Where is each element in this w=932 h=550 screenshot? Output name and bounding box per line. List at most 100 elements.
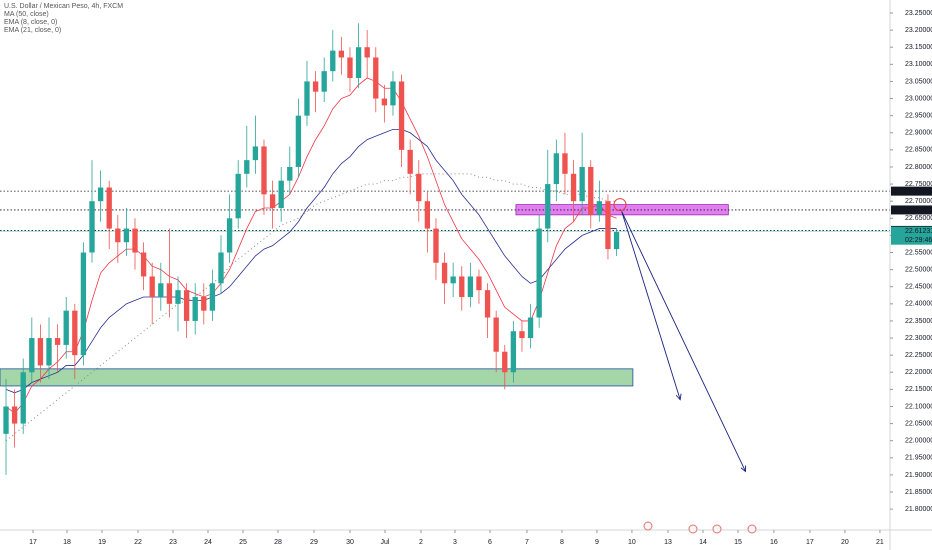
candle-body [321,71,327,92]
y-tick-label: 22.10000 [905,403,932,410]
x-tick-label: 9 [595,539,599,546]
y-tick-label: 22.25000 [905,352,932,359]
candle-body [347,57,353,79]
candle-body [149,276,155,297]
event-icon[interactable] [747,524,757,534]
candle-body [175,290,181,304]
candle-body [364,47,370,58]
x-tick-label: 16 [770,539,778,546]
y-tick-label: 21.80000 [905,506,932,513]
x-tick-label: 13 [664,539,672,546]
candle-body [416,173,422,202]
candle-body [562,153,568,174]
y-tick-label: 23.25000 [905,10,932,17]
event-icon[interactable] [643,521,653,531]
candle-body [54,338,61,345]
candle-body [166,283,173,304]
candle-body [467,276,474,297]
candle-body [493,317,499,352]
last-price-label: 22.61231 [905,228,932,235]
y-tick-label: 22.40000 [905,301,932,308]
x-tick-label: 15 [734,539,742,546]
price-label: 22.67439 [905,207,932,214]
zone [0,368,634,387]
x-tick-label: 19 [98,539,106,546]
event-icons [643,521,757,534]
y-tick-label: 22.20000 [905,369,932,376]
x-tick-label: 3 [453,539,457,546]
y-tick-label: 23.20000 [905,27,932,34]
candle-body [252,146,259,161]
candle-body [588,166,594,215]
candle-body [407,149,413,174]
candle-body [97,187,104,202]
y-tick-label: 22.65000 [905,215,932,222]
y-tick-label: 22.05000 [905,420,932,427]
candle-body [450,276,456,284]
candle-body [510,331,517,373]
x-tick-label: 18 [63,539,71,546]
candle-body [502,351,508,373]
indicator-line [5,77,617,414]
candle-body [123,228,130,243]
x-tick-label: 10 [628,539,636,546]
y-tick-label: 21.90000 [905,472,932,479]
candle-body [140,252,147,277]
candle-body [209,283,216,311]
candle-body [613,231,620,250]
price-label: 22.72940 [905,188,932,195]
y-tick-label: 22.85000 [905,147,932,154]
countdown-label: 02:29:46 [905,237,932,244]
indicator-label: EMA (21, close, 0) [4,27,61,34]
y-tick-label: 22.45000 [905,284,932,291]
candle-body [579,166,585,202]
arrow-head [675,393,682,401]
candle-body [330,50,336,72]
candle-body [3,406,9,434]
y-tick-label: 22.00000 [905,438,932,445]
y-tick-label: 22.90000 [905,130,932,137]
y-tick-label: 22.35000 [905,318,932,325]
candle-body [80,252,87,356]
y-tick-label: 22.55000 [905,249,932,256]
candle-body [218,252,224,284]
candle-body [29,338,35,373]
event-icon[interactable] [712,524,722,534]
candle-body [192,296,198,321]
x-tick-label: 8 [560,539,564,546]
marker-circle [613,198,627,212]
candle-body [433,228,439,263]
candle-body [390,81,396,106]
candle-body [605,201,611,250]
candle-body [115,228,121,243]
y-tick-label: 22.15000 [905,386,932,393]
candle-body [201,296,207,311]
candle-body [244,160,250,174]
y-tick-label: 21.85000 [905,489,932,496]
candle-body [158,283,164,297]
candle-body [287,166,293,181]
y-tick-label: 22.80000 [905,164,932,171]
candle-body [11,406,18,424]
candle-body [527,317,534,339]
x-tick-label: 30 [346,539,354,546]
y-tick-label: 22.70000 [905,198,932,205]
candle-body [484,290,491,318]
indicator-label: MA (50, close) [4,11,49,18]
candle-body [596,201,603,215]
candle-body [20,372,26,424]
candle-body [226,218,233,253]
indicator-label: EMA (8, close, 0) [4,19,57,26]
x-tick-label: 22 [134,539,142,546]
x-tick-label: 29 [310,539,318,546]
candle-body [373,57,379,99]
candle-body [304,81,310,116]
x-tick-label: 21 [876,539,884,546]
x-tick-label: 7 [525,539,529,546]
event-icon[interactable] [688,524,698,534]
y-tick-label: 22.95000 [905,112,932,119]
x-tick-label: Jul [381,539,390,546]
candle-body [355,47,362,79]
candle-body [106,187,112,229]
